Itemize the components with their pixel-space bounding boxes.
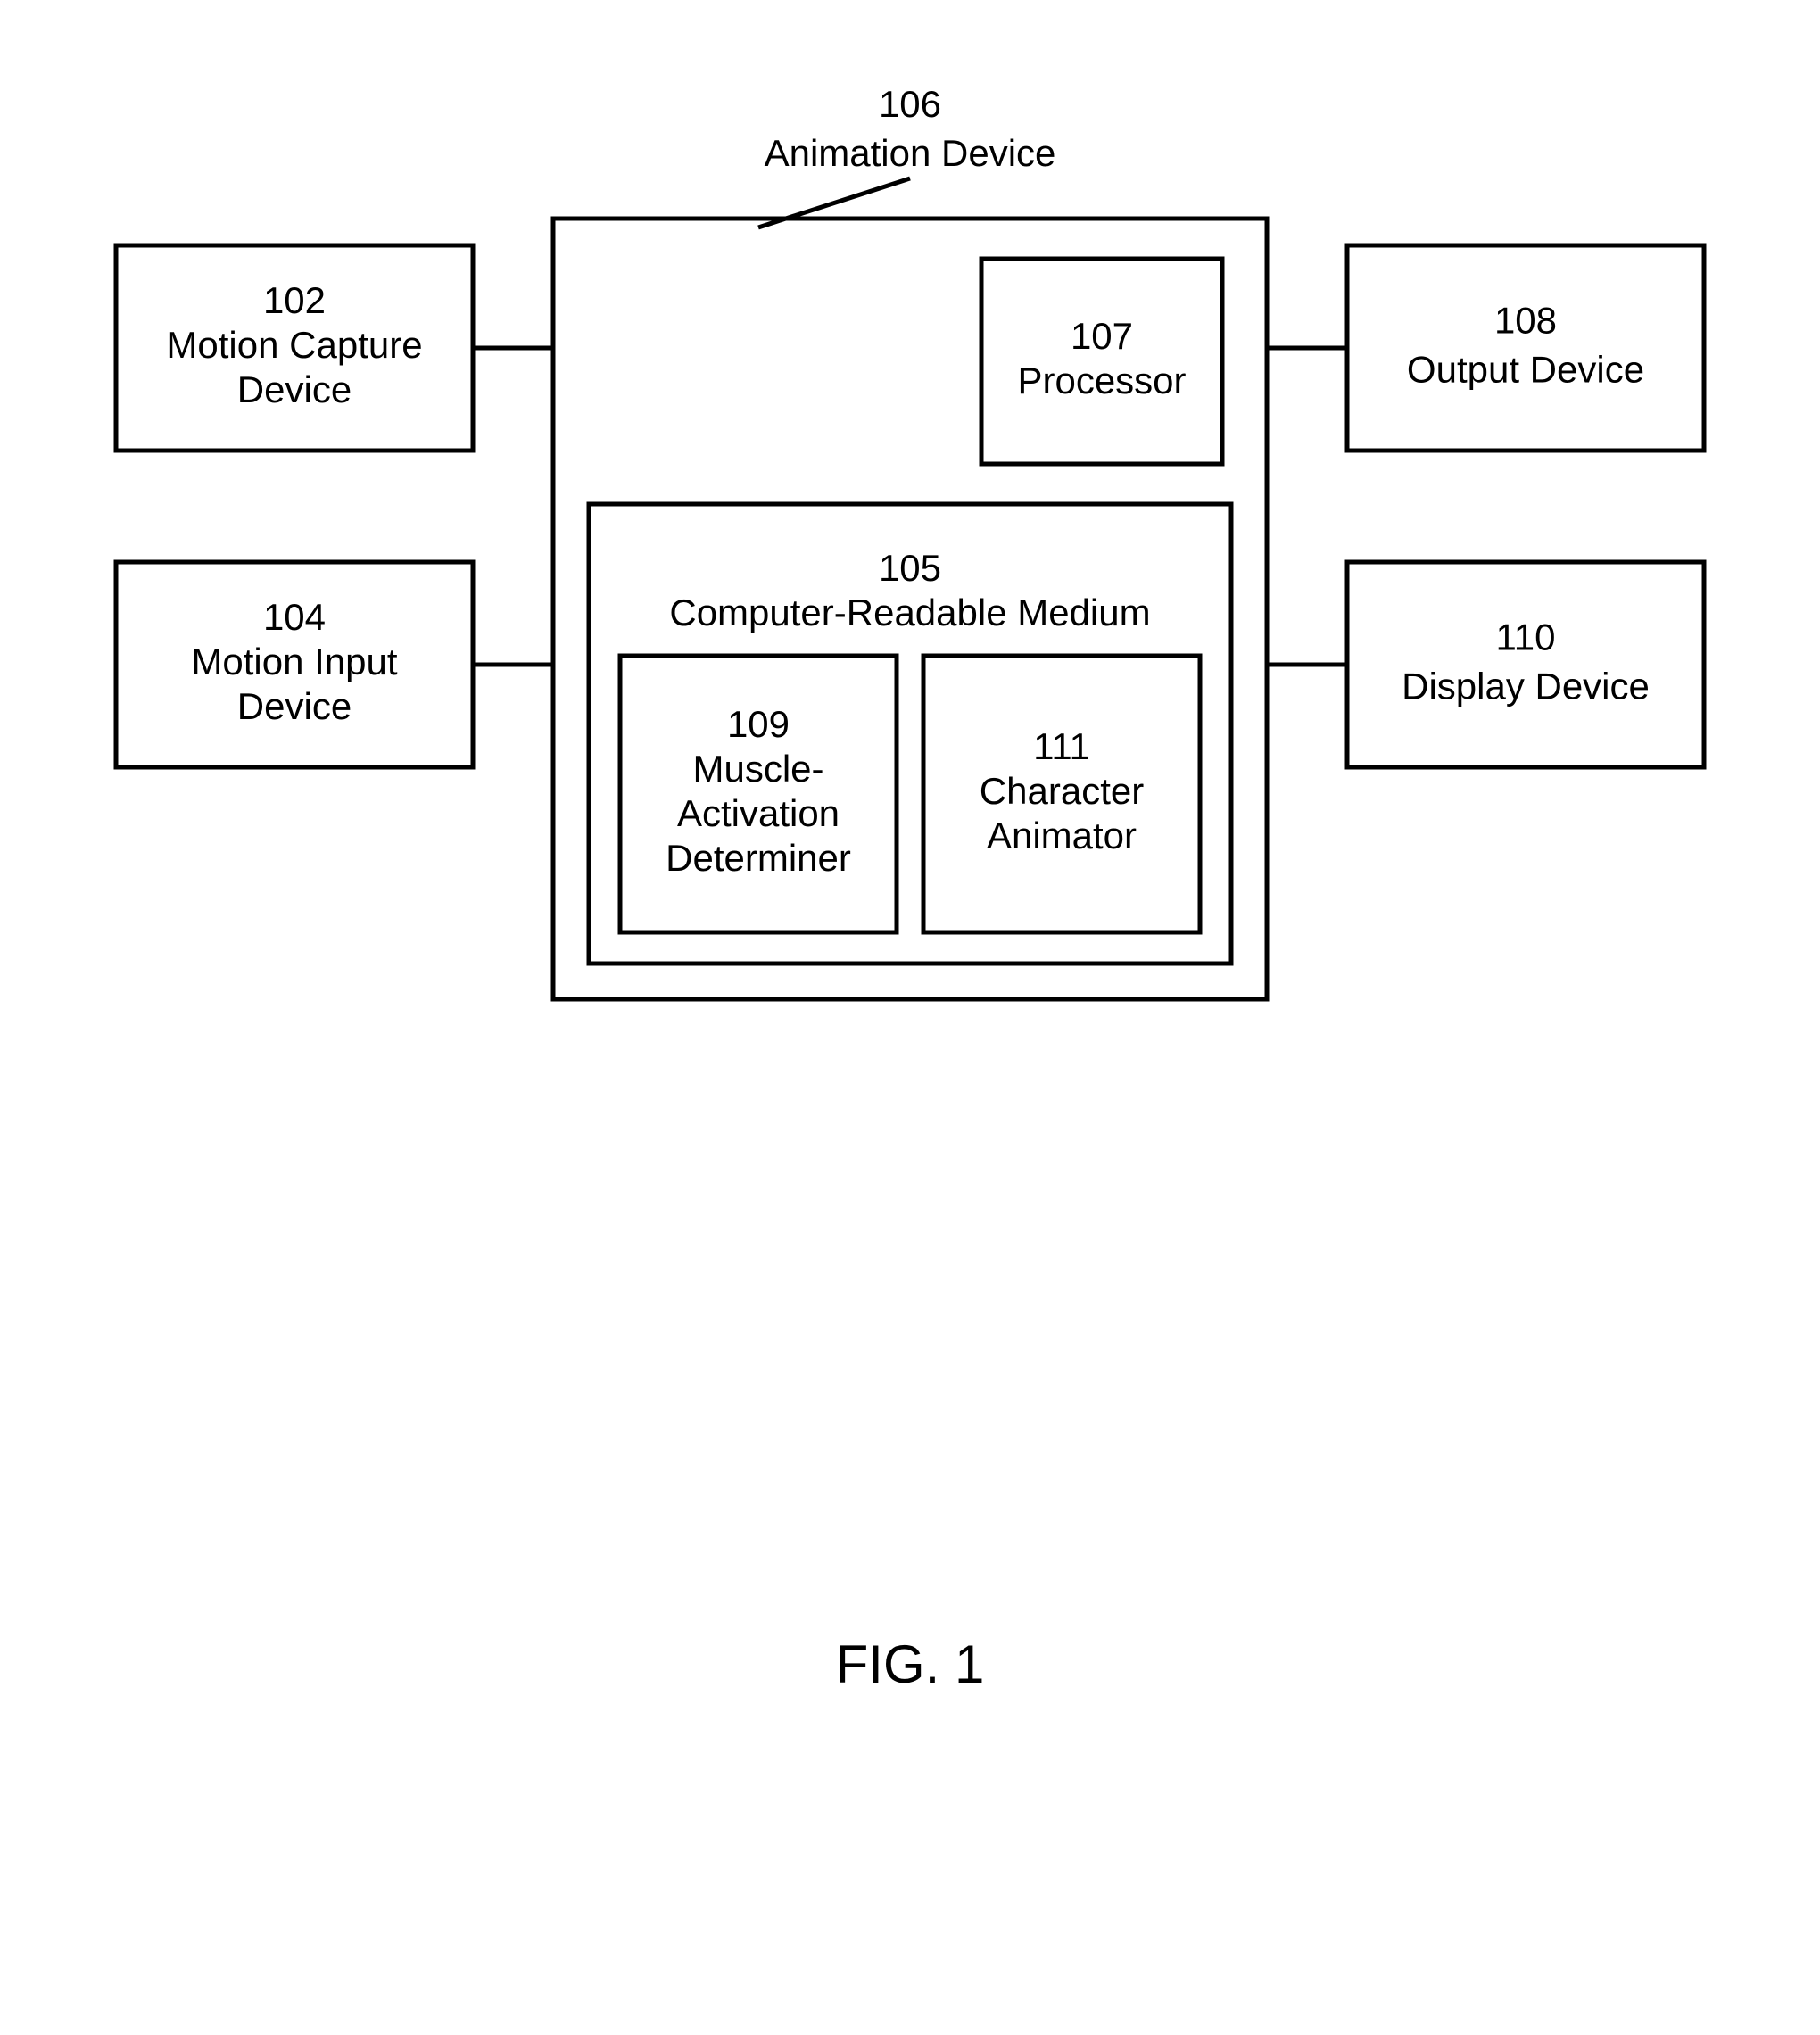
box-107-label-0: 107 [1071, 315, 1133, 357]
top-label-0: 106 [879, 83, 941, 125]
figure-caption: FIG. 1 [836, 1634, 985, 1694]
top-label-1: Animation Device [765, 132, 1056, 174]
box-107-label-1: Processor [1017, 360, 1186, 401]
box-110-label-1: Display Device [1402, 666, 1650, 707]
box-105-label-1: Computer-Readable Medium [669, 591, 1150, 633]
box-108: 108 Output Device [1347, 245, 1704, 451]
box-109-label-1: Muscle- [692, 748, 823, 790]
box-109-label-3: Determiner [666, 837, 851, 879]
box-111-label-0: 111 [1033, 725, 1090, 767]
diagram-canvas: 105Computer-Readable Medium107Processor1… [0, 0, 1820, 2035]
box-110-label-0: 110 [1496, 616, 1556, 658]
box-111-label-1: Character [980, 770, 1144, 812]
box-107: 107Processor [981, 259, 1222, 464]
box-102-label-1: Motion Capture [166, 324, 422, 366]
box-102-label-0: 102 [263, 279, 326, 321]
box-109: 109Muscle-ActivationDeterminer [620, 656, 897, 932]
box-102-label-2: Device [237, 368, 352, 410]
box-111: 111CharacterAnimator [923, 656, 1200, 932]
box-110: 110 Display Device [1347, 562, 1704, 767]
box-108-label-0: 108 [1494, 300, 1557, 342]
box-109-label-0: 109 [727, 703, 790, 745]
box-109-label-2: Activation [677, 792, 840, 834]
box-104: 104Motion InputDevice [116, 562, 473, 767]
box-111-label-2: Animator [987, 815, 1137, 856]
box-105-label-0: 105 [879, 547, 941, 589]
box-104-label-0: 104 [263, 596, 326, 638]
box-104-label-1: Motion Input [191, 641, 397, 682]
box-104-label-2: Device [237, 685, 352, 727]
box-108-label-1: Output Device [1407, 349, 1644, 391]
box-102: 102Motion CaptureDevice [116, 245, 473, 451]
